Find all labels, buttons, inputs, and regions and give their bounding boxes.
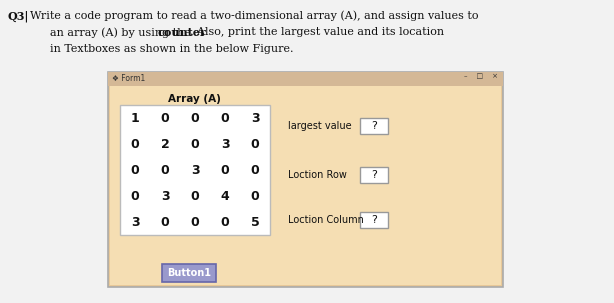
Text: 0: 0 xyxy=(131,164,139,177)
Text: Loction Column: Loction Column xyxy=(288,215,364,225)
Text: 0: 0 xyxy=(161,112,169,125)
Bar xyxy=(360,118,388,134)
Text: 0: 0 xyxy=(190,138,200,151)
Text: 5: 5 xyxy=(251,215,259,228)
Bar xyxy=(360,212,388,228)
Bar xyxy=(110,86,501,285)
Text: 0: 0 xyxy=(220,215,230,228)
Bar xyxy=(120,105,270,235)
Text: 0: 0 xyxy=(220,164,230,177)
Text: 4: 4 xyxy=(220,189,230,202)
Text: Button1: Button1 xyxy=(167,268,211,278)
Text: 3: 3 xyxy=(161,189,169,202)
Text: 0: 0 xyxy=(220,112,230,125)
Text: 0: 0 xyxy=(131,138,139,151)
Text: 0: 0 xyxy=(190,215,200,228)
Text: an array (A) by using the: an array (A) by using the xyxy=(50,27,195,38)
Text: Q3|: Q3| xyxy=(8,10,29,22)
Text: 2: 2 xyxy=(161,138,169,151)
Text: Loction Row: Loction Row xyxy=(288,170,347,180)
Bar xyxy=(108,72,503,287)
Text: 0: 0 xyxy=(161,164,169,177)
Bar xyxy=(108,72,503,86)
Text: 0: 0 xyxy=(251,164,259,177)
Text: 0: 0 xyxy=(190,189,200,202)
Text: 0: 0 xyxy=(131,189,139,202)
Text: in Textboxes as shown in the below Figure.: in Textboxes as shown in the below Figur… xyxy=(50,44,293,54)
Text: 3: 3 xyxy=(131,215,139,228)
Text: ?: ? xyxy=(371,215,377,225)
Text: largest value: largest value xyxy=(288,121,352,131)
Text: counter: counter xyxy=(158,27,207,38)
Text: 0: 0 xyxy=(190,112,200,125)
Bar xyxy=(360,167,388,183)
Text: 0: 0 xyxy=(251,189,259,202)
Text: ?: ? xyxy=(371,121,377,131)
Text: 3: 3 xyxy=(191,164,200,177)
Text: . Also, print the largest value and its location: . Also, print the largest value and its … xyxy=(190,27,444,37)
Text: 3: 3 xyxy=(251,112,259,125)
Text: 0: 0 xyxy=(161,215,169,228)
Text: 3: 3 xyxy=(220,138,229,151)
FancyBboxPatch shape xyxy=(162,264,216,282)
Text: Array (A): Array (A) xyxy=(168,94,221,104)
Text: ❖ Form1: ❖ Form1 xyxy=(112,74,146,82)
Text: Write a code program to read a two-dimensional array (A), and assign values to: Write a code program to read a two-dimen… xyxy=(30,10,478,21)
Text: 0: 0 xyxy=(251,138,259,151)
Text: –    □    ×: – □ × xyxy=(464,74,498,79)
Text: 1: 1 xyxy=(131,112,139,125)
Text: ?: ? xyxy=(371,170,377,180)
